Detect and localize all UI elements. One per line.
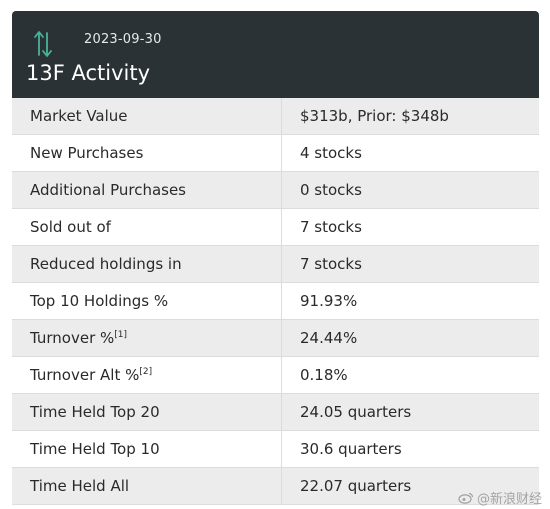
transfer-arrows-icon: [34, 31, 52, 57]
footnote-ref[interactable]: [2]: [139, 367, 153, 377]
row-label: Time Held All: [30, 477, 130, 495]
footnote-ref[interactable]: [1]: [114, 330, 128, 340]
row-value: 24.05 quarters: [281, 393, 539, 431]
row-label-cell: Time Held Top 10: [12, 430, 282, 468]
13f-activity-card: 2023-09-30 13F Activity Market Value $313…: [12, 11, 539, 507]
table-row: Market Value $313b, Prior: $348b: [12, 98, 539, 135]
row-value: 7 stocks: [281, 208, 539, 246]
row-value: 24.44%: [281, 319, 539, 357]
card-header: 2023-09-30 13F Activity: [12, 11, 539, 98]
card-title: 13F Activity: [26, 61, 151, 85]
table-row: Additional Purchases 0 stocks: [12, 171, 539, 209]
row-value: 4 stocks: [281, 134, 539, 172]
watermark-text: @新浪财经: [476, 492, 542, 507]
table-row: New Purchases 4 stocks: [12, 134, 539, 172]
row-value: 0 stocks: [281, 171, 539, 209]
row-label: Time Held Top 20: [30, 403, 160, 421]
row-value: 22.07 quarters: [281, 467, 539, 505]
row-label: Market Value: [30, 107, 128, 125]
row-label-cell: Top 10 Holdings %: [12, 282, 282, 320]
row-value: $313b, Prior: $348b: [281, 98, 539, 135]
row-value: 30.6 quarters: [281, 430, 539, 468]
weibo-icon: [458, 492, 474, 504]
table-row: Time Held Top 10 30.6 quarters: [12, 430, 539, 468]
row-label: Top 10 Holdings %: [30, 292, 169, 310]
table-row: Top 10 Holdings % 91.93%: [12, 282, 539, 320]
row-value: 0.18%: [281, 356, 539, 394]
row-value: 7 stocks: [281, 245, 539, 283]
row-label-cell: Time Held All: [12, 467, 282, 505]
row-label-cell: Time Held Top 20: [12, 393, 282, 431]
row-label: Time Held Top 10: [30, 440, 160, 458]
table-row: Time Held All 22.07 quarters: [12, 467, 539, 505]
row-value: 91.93%: [281, 282, 539, 320]
row-label: New Purchases: [30, 144, 144, 162]
report-date: 2023-09-30: [84, 32, 162, 47]
watermark: @新浪财经: [458, 488, 542, 507]
row-label: Additional Purchases: [30, 181, 186, 199]
row-label-cell: New Purchases: [12, 134, 282, 172]
row-label-cell: Additional Purchases: [12, 171, 282, 209]
table-row: Sold out of 7 stocks: [12, 208, 539, 246]
row-label: Reduced holdings in: [30, 255, 182, 273]
row-label-cell: Turnover Alt %[2]: [12, 356, 282, 394]
row-label: Turnover %: [30, 329, 115, 347]
table-row: Time Held Top 20 24.05 quarters: [12, 393, 539, 431]
row-label: Sold out of: [30, 218, 111, 236]
row-label-cell: Sold out of: [12, 208, 282, 246]
row-label-cell: Reduced holdings in: [12, 245, 282, 283]
table-row: Turnover Alt %[2] 0.18%: [12, 356, 539, 394]
table-row: Turnover %[1] 24.44%: [12, 319, 539, 357]
activity-table: Market Value $313b, Prior: $348b New Purch…: [12, 98, 539, 505]
row-label-cell: Market Value: [12, 98, 282, 135]
row-label-cell: Turnover %[1]: [12, 319, 282, 357]
row-label: Turnover Alt %: [30, 366, 140, 384]
table-row: Reduced holdings in 7 stocks: [12, 245, 539, 283]
